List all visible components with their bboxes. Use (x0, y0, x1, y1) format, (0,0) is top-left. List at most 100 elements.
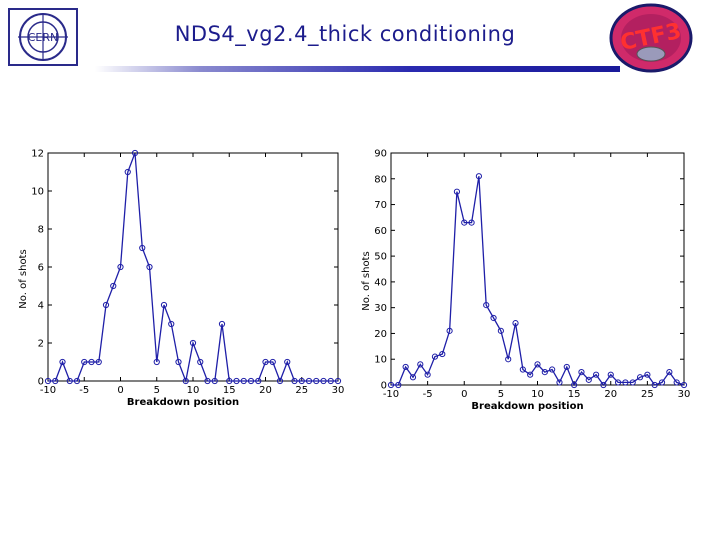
left-data-point (276, 377, 284, 385)
right-data-point (636, 374, 644, 381)
right-x-tick-label: -5 (423, 389, 433, 400)
left-x-tick-label: -5 (79, 385, 89, 396)
left-data-point (262, 358, 269, 366)
right-data-point (593, 371, 600, 378)
right-data-point (651, 381, 658, 389)
cern-logo-text: CERN (28, 31, 59, 44)
right-x-tick-label: 15 (568, 389, 581, 400)
left-data-point (110, 282, 117, 290)
right-y-tick-label: 50 (374, 252, 387, 263)
right-data-point (387, 381, 395, 389)
right-x-tick-label: 25 (641, 389, 654, 400)
right-data-point (497, 327, 504, 334)
left-data-point (226, 377, 233, 385)
left-data-point (233, 377, 240, 385)
left-data-point (305, 377, 313, 385)
right-data-point (417, 361, 424, 368)
right-data-point (402, 363, 409, 371)
left-y-tick-label: 8 (38, 225, 44, 236)
right-data-point (629, 379, 636, 386)
left-data-point (313, 377, 320, 385)
right-data-point (439, 350, 446, 358)
right-y-tick-label: 0 (381, 381, 387, 392)
right-data-point (680, 381, 688, 389)
left-y-tick-label: 2 (38, 339, 44, 350)
left-data-point (95, 358, 102, 366)
left-data-point (284, 358, 291, 366)
right-x-axis-label: Breakdown position (471, 401, 583, 412)
left-data-point (204, 377, 211, 385)
left-data-point (102, 301, 110, 309)
right-y-tick-label: 20 (374, 329, 387, 340)
left-data-point (52, 377, 59, 385)
left-data-point (131, 149, 139, 157)
left-data-point (240, 377, 247, 385)
right-data-point (453, 188, 461, 195)
right-x-tick-label: 10 (531, 389, 544, 400)
right-y-tick-label: 10 (374, 355, 387, 366)
left-data-point (298, 377, 305, 385)
right-data-point (541, 369, 548, 376)
right-data-point (475, 173, 482, 180)
page-title: NDS4_vg2.4_thick conditioning (174, 22, 516, 46)
left-data-point (327, 377, 334, 385)
left-plot-frame (47, 152, 339, 382)
right-data-point (578, 369, 585, 376)
right-data-point (409, 374, 417, 381)
left-x-tick-label: 0 (117, 385, 123, 396)
right-x-tick-label: 20 (604, 389, 617, 400)
right-data-point (527, 371, 534, 378)
right-y-tick-label: 70 (374, 200, 387, 211)
right-y-tick-label: 60 (374, 226, 387, 237)
left-data-point (81, 358, 88, 366)
right-data-point (461, 219, 468, 226)
right-y-tick-label: 90 (374, 149, 387, 160)
right-data-point (644, 371, 651, 378)
right-y-tick-label: 30 (374, 303, 387, 314)
left-data-point (146, 263, 153, 271)
left-data-point (197, 358, 204, 366)
right-data-point (395, 381, 402, 389)
left-x-tick-label: 25 (295, 385, 308, 396)
right-plot-frame (390, 152, 685, 386)
ctf3-logo: CTF3 (608, 2, 694, 78)
right-data-point (490, 314, 497, 322)
right-data-point (483, 301, 490, 309)
left-x-tick-label: 10 (187, 385, 200, 396)
right-data-point (505, 356, 512, 363)
left-x-tick-label: -10 (40, 385, 56, 396)
cern-logo: CERN (8, 8, 78, 70)
left-data-point (59, 358, 66, 366)
left-data-point (117, 263, 124, 271)
left-data-point (334, 377, 342, 385)
left-data-point (247, 377, 255, 385)
right-data-point (446, 327, 453, 334)
left-data-point (320, 377, 327, 385)
left-x-tick-label: 5 (154, 385, 160, 396)
right-x-tick-label: 30 (678, 389, 691, 400)
left-data-point (211, 377, 218, 385)
left-y-tick-label: 6 (38, 263, 44, 274)
left-data-point (139, 244, 146, 252)
left-data-point (73, 377, 81, 385)
left-y-tick-label: 10 (31, 187, 44, 198)
left-data-point (189, 339, 197, 347)
right-x-tick-label: 0 (461, 389, 467, 400)
title-underline (95, 66, 620, 72)
right-x-tick-label: 5 (498, 389, 504, 400)
left-data-point (160, 301, 168, 309)
left-y-tick-label: 0 (38, 377, 44, 388)
right-data-point (622, 379, 629, 386)
left-data-point (255, 377, 262, 385)
right-data-point (431, 353, 439, 360)
right-data-point (424, 371, 431, 378)
right-y-tick-label: 40 (374, 277, 387, 288)
left-data-point (175, 358, 182, 366)
left-data-point (182, 377, 189, 385)
right-data-point (519, 366, 526, 373)
left-data-point (269, 358, 276, 366)
right-data-point (614, 379, 622, 386)
right-data-point (585, 376, 592, 383)
right-data-point (468, 219, 475, 226)
